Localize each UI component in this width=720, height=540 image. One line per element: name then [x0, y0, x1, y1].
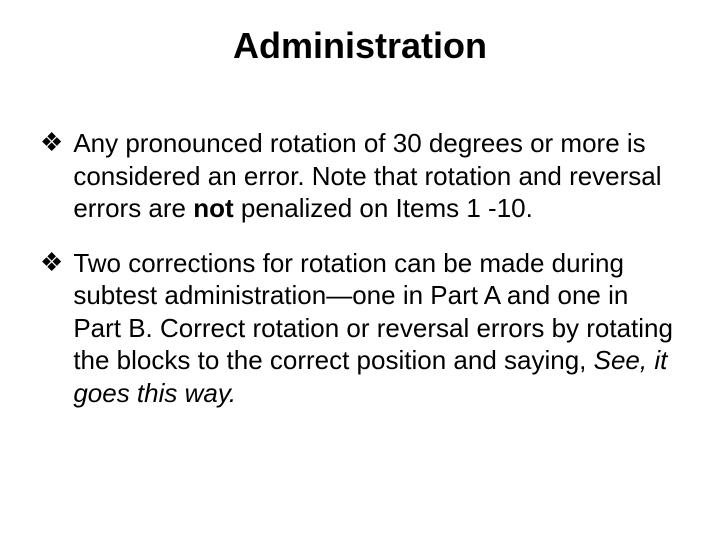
bullet-text: Any pronounced rotation of 30 degrees or… [73, 127, 680, 225]
text-run-bold: not [193, 193, 233, 223]
slide: Administration ❖ Any pronounced rotation… [0, 0, 720, 540]
diamond-bullet-icon: ❖ [40, 127, 63, 158]
text-run: penalized on Items 1 -10. [234, 193, 533, 223]
bullet-item: ❖ Any pronounced rotation of 30 degrees … [40, 127, 680, 225]
slide-title: Administration [40, 25, 680, 67]
text-run: Two corrections for rotation can be made… [73, 248, 673, 376]
bullet-item: ❖ Two corrections for rotation can be ma… [40, 247, 680, 410]
bullet-text: Two corrections for rotation can be made… [73, 247, 680, 410]
diamond-bullet-icon: ❖ [40, 247, 63, 278]
